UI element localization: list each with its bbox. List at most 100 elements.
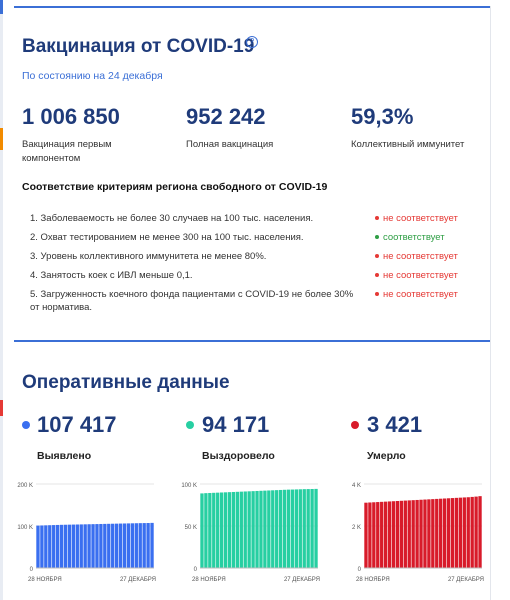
- x-end-label: 27 ДЕКАБРЯ: [284, 577, 320, 583]
- status-dot-icon: [375, 292, 379, 297]
- chart-bar: [474, 496, 478, 568]
- detected-value: 107 417: [37, 412, 117, 437]
- chart-bar: [368, 502, 372, 568]
- chart-bar: [431, 499, 435, 568]
- edge-marker: [0, 128, 3, 150]
- chart-bar: [310, 488, 314, 568]
- criteria-text: 3. Уровень коллективного иммунитета не м…: [30, 251, 267, 262]
- question-circle-icon[interactable]: ?: [246, 36, 258, 48]
- chart-bar: [247, 491, 251, 568]
- chart-bar: [63, 524, 68, 568]
- criteria-status-label: соответствует: [383, 232, 445, 243]
- criteria-status-label: не соответствует: [383, 213, 458, 224]
- stat-first-component-label: Вакцинация первым компонентом: [22, 139, 112, 164]
- section-divider: [14, 340, 490, 342]
- chart-bar: [302, 489, 306, 568]
- status-dot-icon: [375, 216, 379, 221]
- right-divider: [490, 6, 491, 600]
- criteria-text: 5. Загруженность коечного фонда пациента…: [30, 289, 354, 313]
- chart-bar: [55, 524, 60, 568]
- chart-bar: [150, 522, 154, 568]
- criteria-text: 2. Охват тестированием не менее 300 на 1…: [30, 232, 304, 243]
- criteria-status: не соответствует: [375, 250, 458, 263]
- chart-bar: [403, 500, 407, 568]
- chart-bar: [306, 489, 310, 568]
- criteria-status: не соответствует: [375, 269, 458, 282]
- criteria-status: соответствует: [375, 231, 445, 244]
- stat-full-vaccination-label: Полная вакцинация: [186, 139, 274, 150]
- chart-bar: [118, 523, 123, 568]
- chart-bar: [383, 501, 388, 568]
- chart-bar: [446, 498, 451, 568]
- y-tick-label: 100 K: [181, 483, 197, 489]
- criteria-title: Соответствие критериям региона свободног…: [22, 181, 328, 193]
- stat-herd-immunity-label: Коллективный иммунитет: [351, 139, 465, 150]
- chart-bar: [466, 497, 470, 568]
- y-tick-label: 100 K: [17, 525, 33, 531]
- chart-bar: [364, 502, 368, 568]
- operational-title: Оперативные данные: [22, 372, 230, 393]
- chart-bar: [415, 499, 419, 568]
- chart-bar: [439, 498, 443, 568]
- stat-herd-immunity-value: 59,3%: [351, 104, 414, 129]
- left-page-edge: [0, 0, 3, 600]
- stat-first-component-value: 1 006 850: [22, 104, 120, 129]
- chart-bar: [372, 502, 376, 568]
- chart-bar: [52, 525, 56, 568]
- chart-bar: [275, 490, 279, 568]
- chart-bar: [243, 491, 247, 568]
- chart-bar: [36, 525, 40, 568]
- chart-bar: [380, 501, 384, 568]
- chart-bar: [114, 523, 119, 568]
- chart-bar: [263, 490, 267, 568]
- chart-bar: [227, 492, 232, 568]
- recovered-value: 94 171: [202, 412, 270, 437]
- chart-bar: [83, 524, 87, 568]
- chart-bar: [395, 501, 400, 568]
- chart-bar: [419, 499, 423, 568]
- deaths-chart-svg: 4 K 2 K 0 28 НОЯБРЯ 27 ДЕКАБРЯ: [352, 483, 484, 583]
- chart-bar: [462, 497, 466, 568]
- y-tick-label: 0: [30, 567, 34, 573]
- y-tick-label: 2 K: [352, 525, 361, 531]
- deaths-dot-icon: [351, 421, 359, 429]
- recovered-chart-svg: 100 K 50 K 0 28 НОЯБРЯ 27 ДЕКАБРЯ: [181, 483, 320, 583]
- chart-bar: [223, 492, 228, 568]
- status-dot-icon: [375, 254, 379, 259]
- status-dot-icon: [375, 273, 379, 278]
- criteria-status-label: не соответствует: [383, 289, 458, 300]
- chart-bar: [200, 493, 204, 568]
- as-of-date: По состоянию на 24 декабря: [22, 70, 163, 82]
- chart-bar: [126, 523, 131, 568]
- chart-bar: [71, 524, 76, 568]
- chart-bar: [134, 523, 138, 568]
- chart-bar: [95, 524, 99, 568]
- x-start-label: 28 НОЯБРЯ: [356, 577, 390, 583]
- detected-dot-icon: [22, 421, 30, 429]
- deaths-chart: 4 K 2 K 0 28 НОЯБРЯ 27 ДЕКАБРЯ: [336, 474, 488, 595]
- chart-bar: [259, 490, 263, 568]
- stat-full-vaccination-value: 952 242: [186, 104, 266, 129]
- deaths-label: Умерло: [367, 450, 406, 462]
- chart-bar: [399, 500, 404, 568]
- chart-bar: [478, 496, 482, 568]
- chart-bar: [138, 523, 142, 568]
- chart-bar: [255, 490, 259, 568]
- chart-bar: [387, 501, 392, 568]
- chart-bar: [40, 525, 44, 568]
- criteria-status: не соответствует: [375, 212, 458, 225]
- chart-bar: [44, 525, 48, 568]
- y-tick-label: 200 K: [17, 483, 33, 489]
- x-end-label: 27 ДЕКАБРЯ: [120, 577, 156, 583]
- chart-bar: [314, 488, 318, 568]
- chart-bar: [122, 523, 127, 568]
- chart-bar: [454, 497, 459, 568]
- chart-bar: [79, 524, 83, 568]
- chart-bar: [87, 524, 91, 568]
- x-start-label: 28 НОЯБРЯ: [192, 577, 226, 583]
- chart-bar: [290, 489, 295, 568]
- chart-bar: [111, 523, 115, 568]
- status-dot-icon: [375, 235, 379, 240]
- criteria-text: 1. Заболеваемость не более 30 случаев на…: [30, 213, 314, 224]
- chart-bar: [294, 489, 299, 568]
